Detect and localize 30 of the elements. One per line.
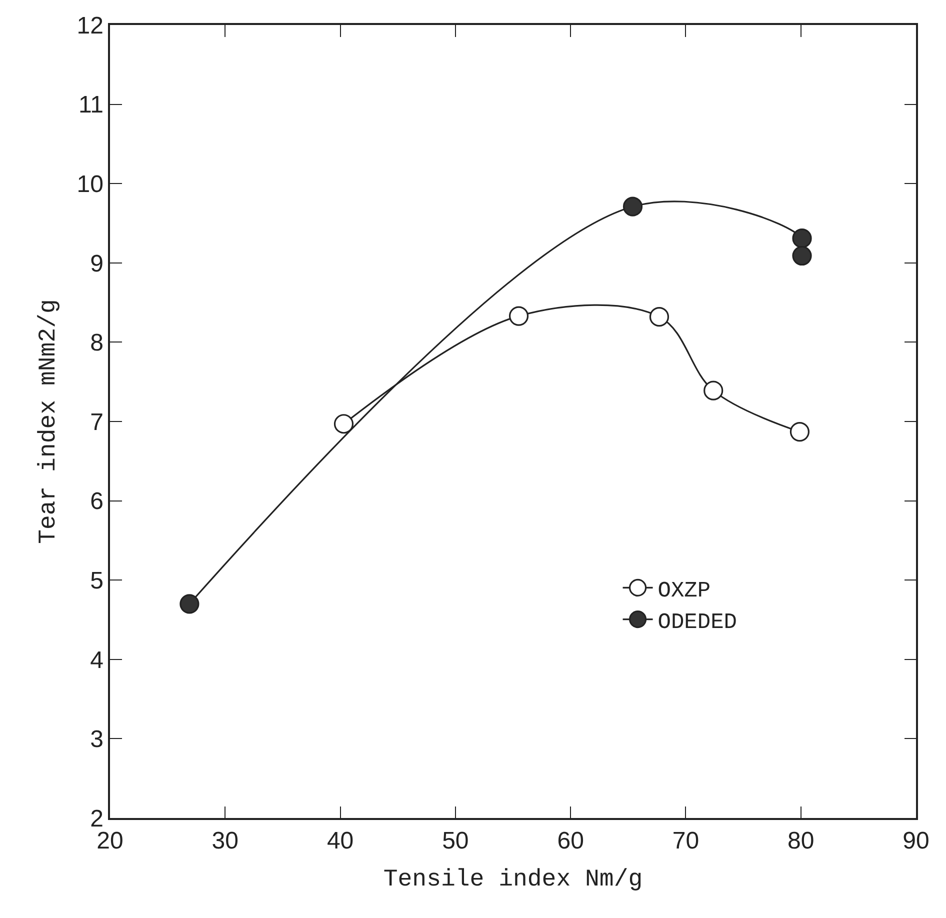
y-tick-label: 3 — [90, 726, 104, 754]
point — [790, 422, 810, 442]
y-tick-label: 12 — [76, 12, 104, 40]
legend-label: OXZP — [658, 578, 711, 604]
x-tick-label: 60 — [557, 828, 584, 855]
y-tick-label: 11 — [78, 92, 104, 119]
point — [334, 414, 354, 434]
x-axis-title: Tensile index Nm/g — [383, 866, 643, 894]
y-tick-label: 5 — [90, 568, 104, 594]
y-tick-label: 9 — [90, 250, 104, 278]
legend-label: ODEDED — [658, 610, 737, 635]
y-tick-label: 10 — [76, 171, 104, 198]
point — [508, 306, 529, 326]
x-tick-label: 30 — [212, 828, 238, 855]
x-tick-label: 90 — [902, 828, 930, 855]
y-axis-title: Tear index mNm2/g — [35, 299, 62, 544]
point — [792, 228, 812, 248]
y-tick-label: 4 — [90, 646, 104, 674]
point — [622, 196, 643, 216]
point — [704, 380, 724, 400]
x-tick-label: 80 — [788, 828, 814, 855]
point — [180, 594, 200, 614]
x-tick-label: 50 — [442, 828, 469, 855]
point — [792, 246, 812, 266]
y-tick-label: 7 — [90, 408, 104, 436]
y-tick-label: 8 — [90, 330, 104, 357]
point — [649, 307, 670, 327]
y-tick-label: 6 — [90, 488, 104, 516]
x-tick-label: 70 — [672, 828, 700, 855]
x-tick-label: 40 — [326, 828, 354, 855]
